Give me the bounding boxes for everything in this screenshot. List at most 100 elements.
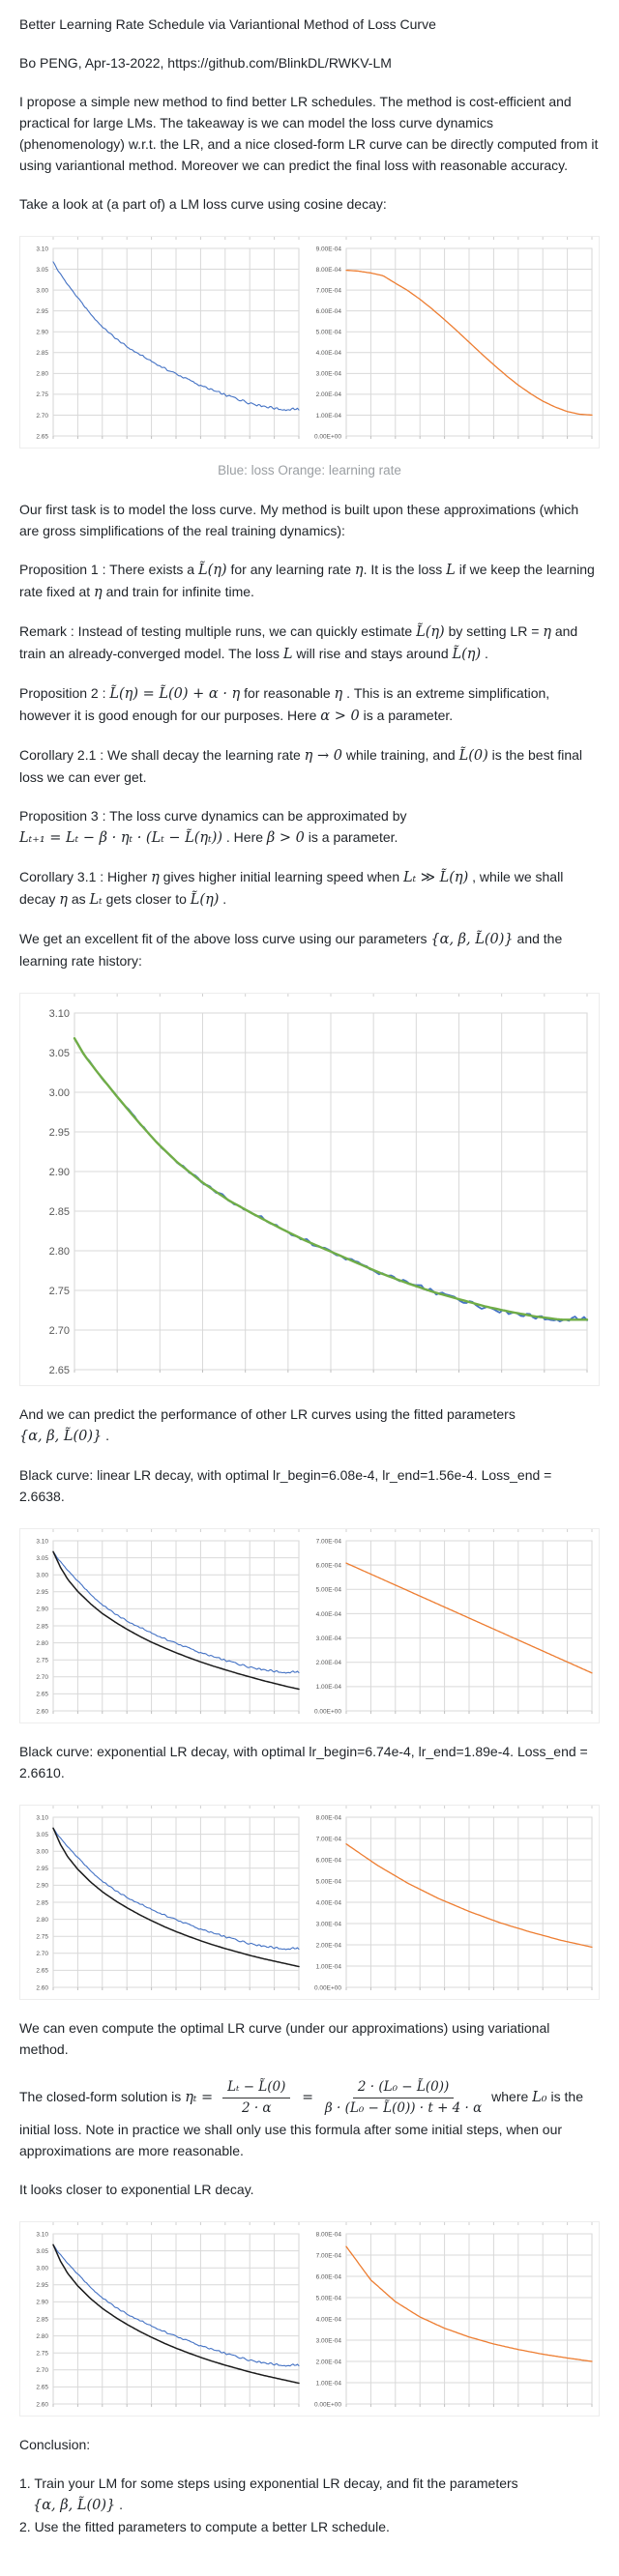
svg-text:2.90: 2.90: [49, 1167, 70, 1178]
svg-text:2.70: 2.70: [36, 413, 48, 420]
svg-text:5.00E-04: 5.00E-04: [316, 1587, 342, 1594]
chart-lr-linear: 7.00E-04 6.00E-04 5.00E-04 4.00E-04 3.00E-04…: [313, 1529, 599, 1722]
svg-text:2.70: 2.70: [36, 1951, 48, 1957]
svg-text:3.10: 3.10: [36, 1538, 48, 1545]
figure-exponential-decay: 3.10 3.05 3.00 2.95 2.90 2.85 2.80 2.75 2.70 2.65…: [19, 1805, 600, 2000]
svg-text:7.00E-04: 7.00E-04: [316, 2252, 342, 2259]
svg-text:2.00E-04: 2.00E-04: [316, 2359, 342, 2365]
svg-text:2.70: 2.70: [36, 2367, 48, 2374]
svg-text:0.00E+00: 0.00E+00: [314, 433, 341, 440]
closed-form-tail: where L₀ is the initial loss. Note in pr…: [19, 2089, 583, 2158]
svg-text:5.00E-04: 5.00E-04: [316, 1878, 342, 1885]
paragraph-intro: I propose a simple new method to find be…: [19, 94, 599, 173]
byline: Bo PENG, Apr-13-2022, https://github.com…: [19, 55, 392, 71]
paragraph-linear-decay: Black curve: linear LR decay, with optim…: [19, 1467, 552, 1504]
svg-text:2.60: 2.60: [36, 1708, 48, 1715]
svg-text:2.65: 2.65: [36, 1968, 48, 1975]
svg-text:2.00E-04: 2.00E-04: [316, 1942, 342, 1949]
svg-text:2.90: 2.90: [36, 1883, 48, 1890]
svg-text:3.10: 3.10: [36, 1814, 48, 1821]
svg-text:2.85: 2.85: [36, 1623, 48, 1630]
proposition-3-formula: Lₜ₊₁ = Lₜ − β · ηₜ · (Lₜ − L̃(ηₜ)) . Her…: [19, 829, 398, 846]
chart-lr-optimal: 8.00E-04 7.00E-04 6.00E-04 5.00E-04 4.00E-04…: [313, 2222, 599, 2416]
figure-optimal-lr: 3.10 3.05 3.00 2.95 2.90 2.85 2.80 2.75 2.70 2.65…: [19, 2221, 600, 2417]
svg-text:2.00E-04: 2.00E-04: [316, 391, 342, 398]
chart-loss-exponential: 3.10 3.05 3.00 2.95 2.90 2.85 2.80 2.75 2.70 2.65…: [20, 1806, 306, 1999]
figure-caption: Blue: loss Orange: learning rate: [218, 463, 401, 478]
svg-text:2.95: 2.95: [36, 1866, 48, 1872]
paragraph-conclusion-title: Conclusion:: [19, 2437, 91, 2452]
svg-text:7.00E-04: 7.00E-04: [316, 1836, 342, 1842]
paragraph-model-intro: Our first task is to model the loss curv…: [19, 502, 579, 538]
paragraph-fit: We get an excellent fit of the above los…: [19, 931, 563, 969]
svg-text:3.00E-04: 3.00E-04: [316, 1921, 342, 1927]
svg-text:6.00E-04: 6.00E-04: [316, 308, 342, 315]
svg-text:3.10: 3.10: [36, 2231, 48, 2238]
svg-text:2.60: 2.60: [36, 2401, 48, 2408]
svg-text:3.00: 3.00: [49, 1087, 70, 1099]
svg-text:2.80: 2.80: [36, 1640, 48, 1647]
svg-text:0.00E+00: 0.00E+00: [314, 2401, 341, 2408]
svg-text:1.00E-04: 1.00E-04: [316, 2380, 342, 2387]
svg-text:2.95: 2.95: [36, 308, 48, 315]
svg-text:3.10: 3.10: [36, 246, 48, 252]
svg-text:2.90: 2.90: [36, 330, 48, 336]
page-title: Better Learning Rate Schedule via Varian…: [19, 16, 436, 32]
svg-text:3.05: 3.05: [36, 1555, 48, 1562]
formula-fraction-1: Lₜ − L̃(0) 2 · α: [222, 2079, 291, 2117]
svg-text:2.65: 2.65: [49, 1365, 70, 1376]
conclusion-item-1-params: {α, β, L̃(0)} .: [33, 2497, 124, 2513]
svg-text:5.00E-04: 5.00E-04: [316, 330, 342, 336]
svg-text:6.00E-04: 6.00E-04: [316, 1562, 342, 1569]
svg-text:2.95: 2.95: [36, 2282, 48, 2289]
formula-equals: =: [302, 2090, 314, 2106]
svg-text:2.70: 2.70: [49, 1325, 70, 1337]
svg-text:3.05: 3.05: [36, 2248, 48, 2255]
figure-cosine-run: 3.10 3.05 3.00 2.95 2.90 2.85 2.80 2.75 2.70 2.65…: [19, 236, 600, 449]
paragraph-corollary-3-1: Corollary 3.1 : Higher η gives higher in…: [19, 869, 564, 908]
svg-text:6.00E-04: 6.00E-04: [316, 1857, 342, 1864]
closed-form-formula: The closed-form solution is ηₜ = Lₜ − L̃…: [19, 2077, 600, 2161]
svg-text:2.80: 2.80: [36, 1917, 48, 1924]
paragraph-proposition-2: Proposition 2 : L̃(η) = L̃(0) + α · η fo…: [19, 685, 550, 724]
svg-text:2.70: 2.70: [36, 1674, 48, 1681]
chart-loss-linear: 3.10 3.05 3.00 2.95 2.90 2.85 2.80 2.75 2.70 2.65…: [20, 1529, 306, 1722]
formula-lhs: ηₜ =: [185, 2090, 214, 2106]
svg-text:4.00E-04: 4.00E-04: [316, 2316, 342, 2323]
svg-text:2.90: 2.90: [36, 1606, 48, 1613]
svg-text:2.75: 2.75: [36, 391, 48, 398]
fraction-2-numerator: 2 · (L₀ − L̃(0)): [352, 2079, 455, 2098]
svg-text:2.85: 2.85: [36, 1899, 48, 1906]
svg-text:3.00: 3.00: [36, 287, 48, 294]
svg-text:3.05: 3.05: [49, 1048, 70, 1059]
fraction-2-denominator: β · (L₀ − L̃(0)) · t + 4 · α: [324, 2100, 483, 2116]
figure-linear-decay: 3.10 3.05 3.00 2.95 2.90 2.85 2.80 2.75 2.70 2.65…: [19, 1528, 600, 1723]
chart-lr-cosine: 9.00E-04 8.00E-04 7.00E-04 6.00E-04 5.00E-04…: [313, 237, 599, 448]
svg-text:3.05: 3.05: [36, 267, 48, 274]
paragraph-corollary-2-1: Corollary 2.1 : We shall decay the learn…: [19, 747, 583, 785]
chart-lr-exponential: 8.00E-04 7.00E-04 6.00E-04 5.00E-04 4.00E-04…: [313, 1806, 599, 1999]
paragraph-predict-params: {α, β, L̃(0)} .: [19, 1428, 110, 1444]
svg-text:4.00E-04: 4.00E-04: [316, 1899, 342, 1906]
fraction-1-numerator: Lₜ − L̃(0): [222, 2079, 291, 2098]
svg-text:2.80: 2.80: [36, 2333, 48, 2340]
svg-text:3.05: 3.05: [36, 1832, 48, 1838]
svg-text:3.00: 3.00: [36, 1573, 48, 1579]
svg-text:2.80: 2.80: [49, 1246, 70, 1258]
svg-text:4.00E-04: 4.00E-04: [316, 1611, 342, 1618]
paragraph-take-a-look: Take a look at (a part of) a LM loss cur…: [19, 196, 387, 212]
conclusion-item-2: 2. Use the fitted parameters to compute …: [19, 2519, 390, 2534]
svg-text:2.80: 2.80: [36, 371, 48, 378]
svg-text:0.00E+00: 0.00E+00: [314, 1984, 341, 1991]
svg-text:4.00E-04: 4.00E-04: [316, 350, 342, 357]
paragraph-remark: Remark : Instead of testing multiple run…: [19, 623, 578, 662]
svg-text:8.00E-04: 8.00E-04: [316, 1814, 342, 1821]
svg-text:2.65: 2.65: [36, 433, 48, 440]
fraction-1-denominator: 2 · α: [241, 2100, 272, 2116]
svg-text:6.00E-04: 6.00E-04: [316, 2273, 342, 2280]
svg-text:2.75: 2.75: [49, 1286, 70, 1297]
paragraph-variational: We can even compute the optimal LR curve…: [19, 2020, 550, 2057]
svg-text:3.00E-04: 3.00E-04: [316, 371, 342, 378]
svg-text:3.10: 3.10: [49, 1008, 70, 1020]
